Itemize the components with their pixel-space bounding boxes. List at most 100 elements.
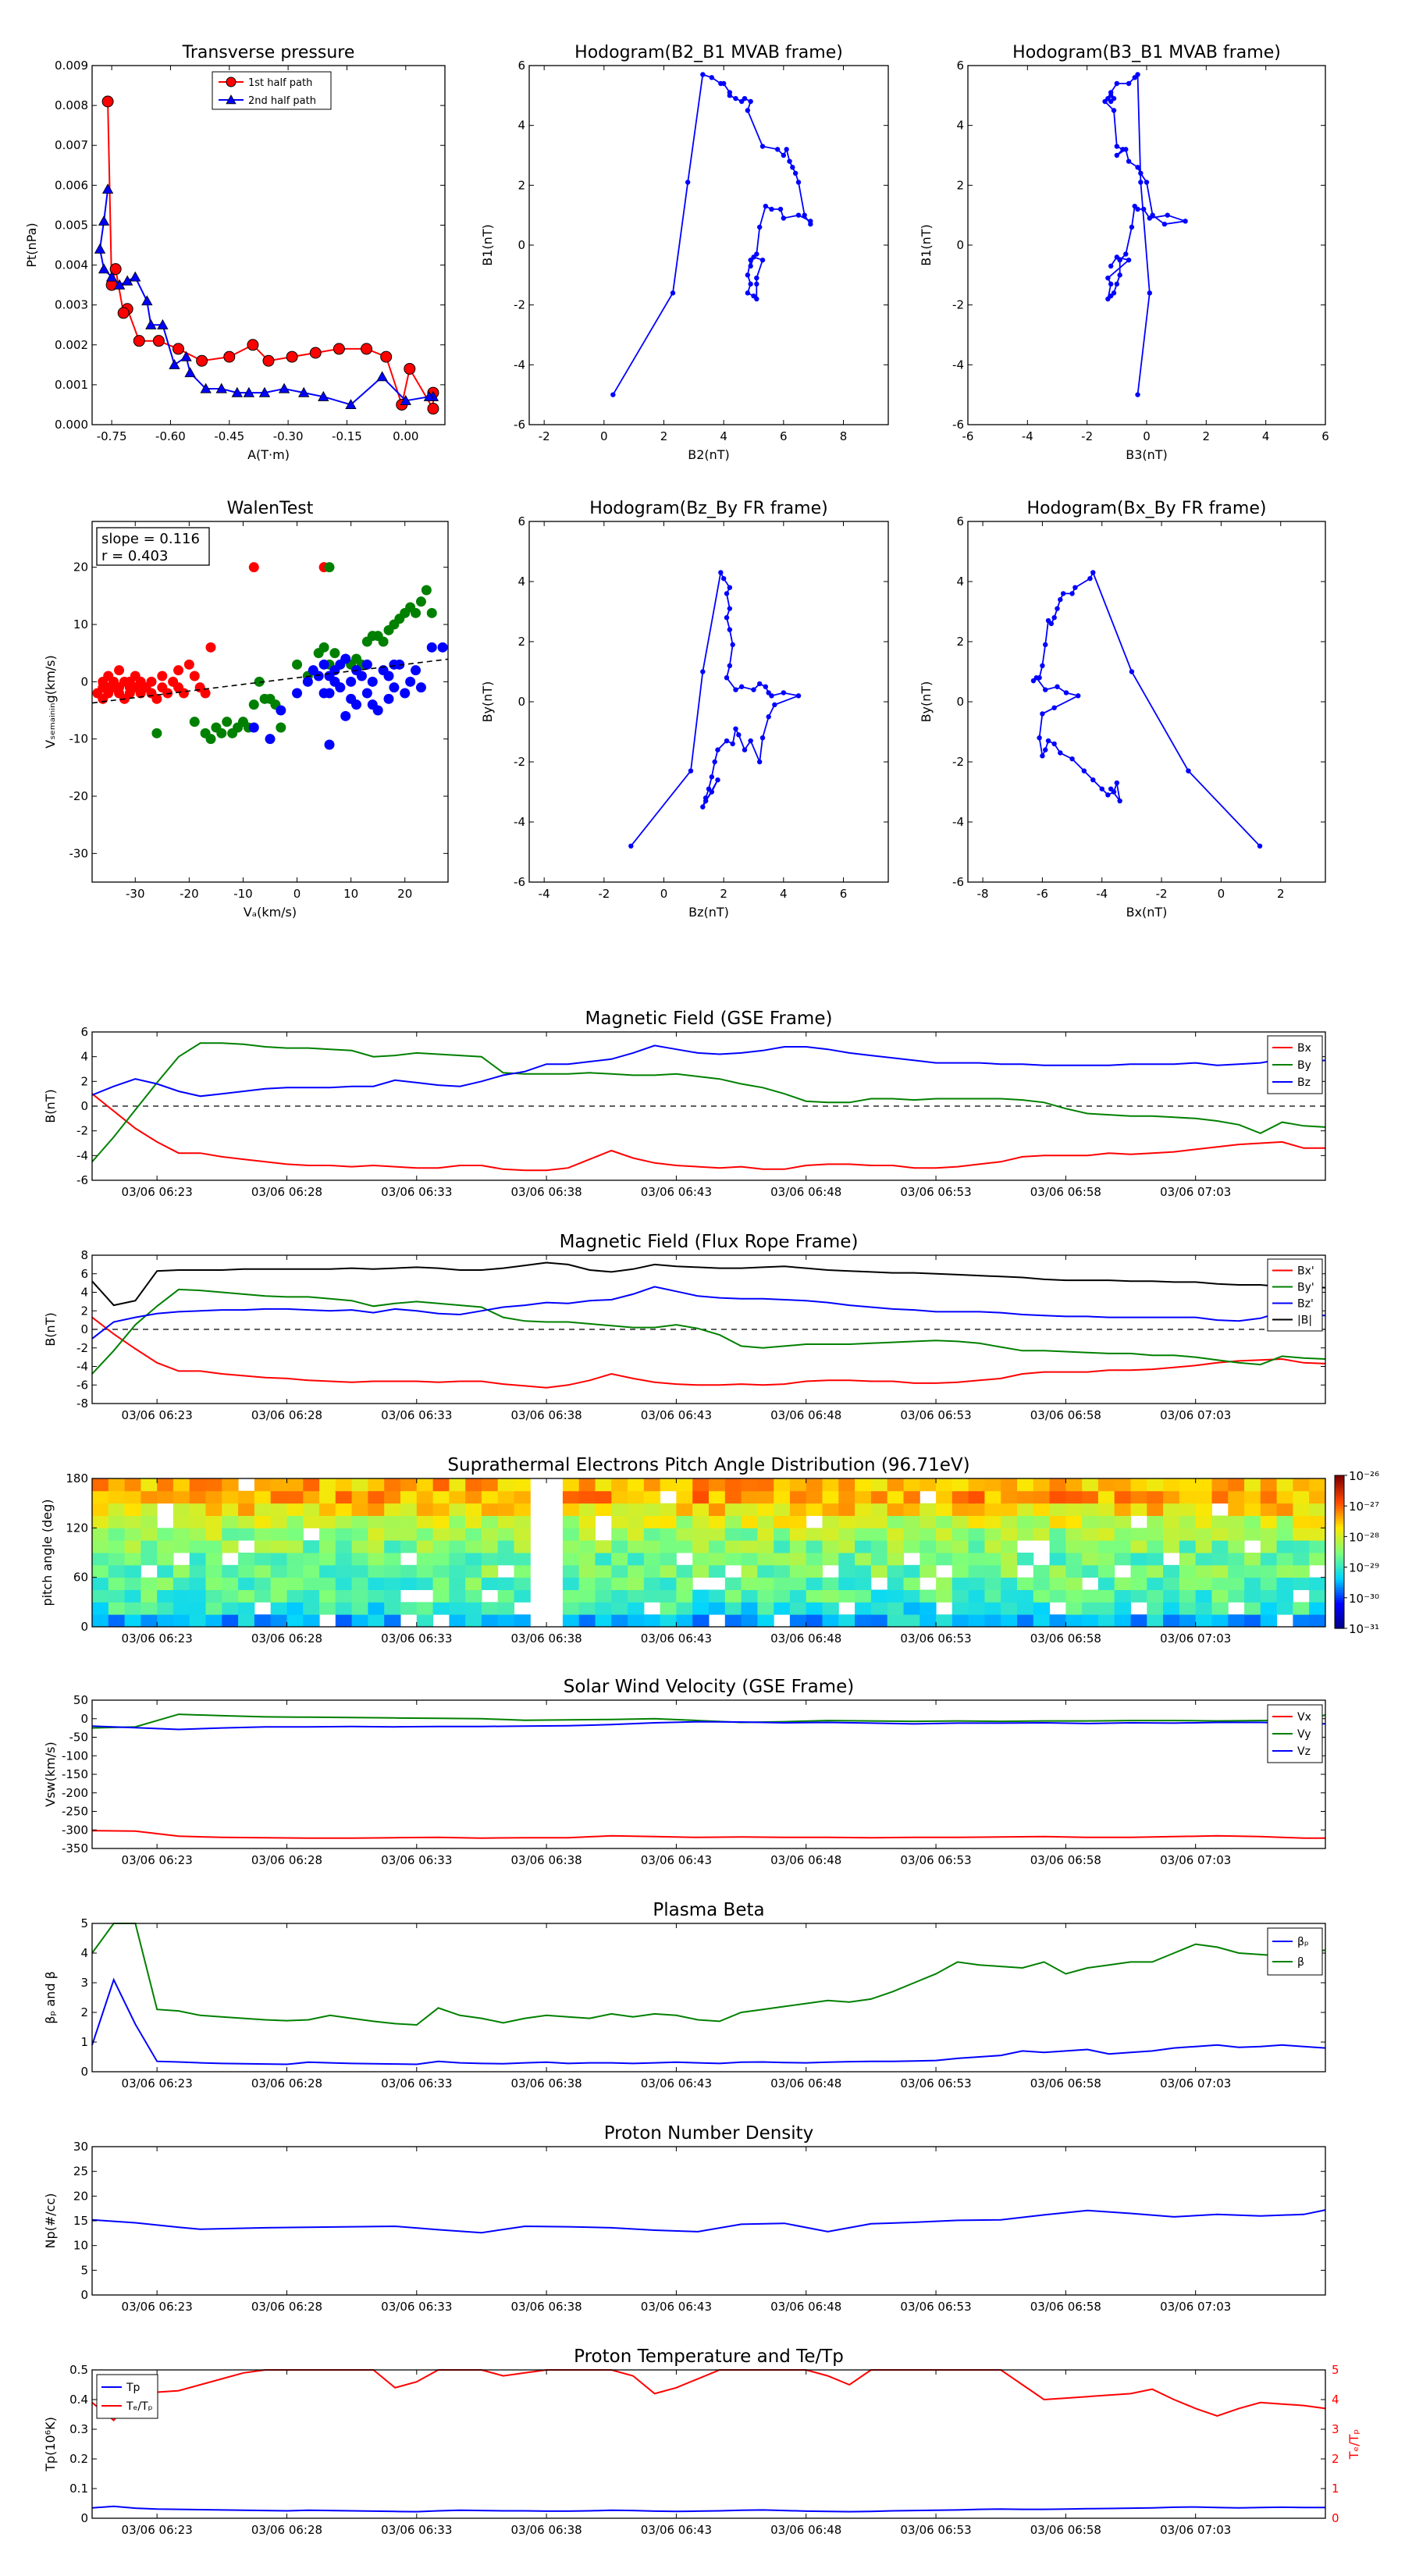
heatmap-cell — [1082, 1515, 1099, 1528]
x-tick-label: 0 — [1218, 887, 1225, 901]
chart-walen: WalenTest -30 -20 -10 0 10 20 -30 -20 -10 0 10 20 Vₐ(… — [43, 499, 449, 920]
colorbar-segment — [1335, 1482, 1344, 1486]
heatmap-cell — [692, 1490, 710, 1504]
data-point — [1161, 221, 1168, 227]
chart-title: Transverse pressure — [182, 43, 355, 62]
heatmap-cell — [1033, 1515, 1051, 1528]
colorbar-segment — [1335, 1539, 1344, 1542]
heatmap-cell — [1049, 1515, 1066, 1528]
series-line — [91, 1830, 1325, 1839]
heatmap-cell — [757, 1515, 774, 1528]
y-tick-label: 10 — [73, 617, 88, 632]
data-point — [733, 726, 738, 731]
heatmap-cell — [709, 1602, 726, 1615]
heatmap-cell — [709, 1564, 726, 1578]
x-tick-label: 03/06 06:23 — [122, 1185, 193, 1199]
heatmap-cell — [1211, 1515, 1229, 1528]
x-tick-label: -20 — [180, 887, 199, 901]
heatmap-cell — [384, 1614, 401, 1628]
y-tick-label: 30 — [73, 2140, 88, 2154]
heatmap-cell — [1065, 1553, 1083, 1566]
series-line — [91, 1977, 1326, 2065]
y-axis-label: βₚ and β — [43, 1971, 58, 2024]
y-tick-label: -30 — [69, 846, 89, 860]
heatmap-cell — [1130, 1589, 1147, 1603]
heatmap-cell — [870, 1503, 888, 1516]
data-point — [101, 95, 114, 108]
heatmap-cell — [984, 1564, 1001, 1578]
heatmap-cell — [1276, 1553, 1293, 1566]
heatmap-cell — [870, 1614, 888, 1628]
heatmap-cell — [1114, 1577, 1131, 1590]
heatmap-cell — [124, 1490, 141, 1504]
heatmap-cell — [595, 1490, 612, 1504]
heatmap-cell — [1114, 1602, 1131, 1615]
data-point — [1138, 170, 1144, 176]
chart-hodo_b2b1: Hodogram(B2_B1 MVAB frame) -6 -4 -2 0 2 4 6 -2 0 2… — [480, 43, 889, 462]
heatmap-cell — [870, 1528, 888, 1541]
heatmap-cell — [595, 1553, 612, 1566]
heatmap-cell — [303, 1577, 320, 1590]
heatmap-cell — [319, 1478, 336, 1492]
heatmap-cell — [676, 1589, 693, 1603]
heatmap-cell — [303, 1478, 320, 1492]
data-point — [1183, 219, 1188, 224]
heatmap-cell — [1260, 1515, 1278, 1528]
data-point — [748, 98, 753, 105]
data-point — [724, 738, 730, 744]
heatmap-cell — [1049, 1528, 1066, 1541]
heatmap-cell — [449, 1503, 466, 1516]
colorbar-segment — [1335, 1524, 1344, 1527]
heatmap-cell — [1309, 1478, 1326, 1492]
y-tick-label: 0 — [80, 2511, 88, 2525]
y-tick-label: -4 — [952, 358, 964, 372]
heatmap-cell — [514, 1577, 531, 1590]
heatmap-cell — [1147, 1515, 1164, 1528]
heatmap-cell — [1147, 1614, 1164, 1628]
heatmap-cell — [222, 1564, 239, 1578]
heatmap-cell — [432, 1515, 450, 1528]
heatmap-cell — [222, 1589, 239, 1603]
right-y-tick-label: 2 — [1332, 2452, 1339, 2466]
heatmap-cell — [1001, 1577, 1018, 1590]
data-point — [1147, 215, 1153, 221]
data-point — [222, 717, 233, 728]
heatmap-cell — [124, 1503, 141, 1516]
heatmap-cell — [189, 1515, 206, 1528]
heatmap-cell — [465, 1577, 482, 1590]
colorbar-segment — [1335, 1595, 1344, 1599]
data-point — [772, 702, 777, 708]
heatmap-cell — [1260, 1503, 1278, 1516]
heatmap-cell — [1244, 1490, 1261, 1504]
x-axis-label: Bz(nT) — [688, 905, 729, 920]
heatmap-cell — [757, 1540, 774, 1553]
chart-hodo_bxby: Hodogram(Bx_By FR frame) -6 -4 -2 0 2 4 6 -8 -6 -4… — [919, 499, 1326, 920]
heatmap-cell — [1065, 1564, 1083, 1578]
heatmap-cell — [984, 1515, 1001, 1528]
heatmap-cell — [92, 1503, 109, 1516]
annotation-box — [96, 527, 210, 566]
heatmap-cell — [384, 1564, 401, 1578]
data-point — [243, 386, 255, 397]
heatmap-cell — [481, 1602, 499, 1615]
heatmap-cell — [1179, 1553, 1197, 1566]
y-tick-label: -300 — [62, 1823, 88, 1837]
heatmap-cell — [351, 1515, 368, 1528]
heatmap-cell — [660, 1515, 677, 1528]
data-point — [1069, 756, 1075, 762]
x-tick-label: 03/06 06:53 — [900, 2523, 971, 2537]
data-point — [276, 705, 286, 716]
heatmap-cell — [724, 1515, 742, 1528]
heatmap-cell — [1033, 1614, 1051, 1628]
data-point — [1051, 615, 1057, 621]
heatmap-cell — [855, 1503, 872, 1516]
heatmap-cell — [1082, 1553, 1099, 1566]
heatmap-cell — [205, 1540, 222, 1553]
heatmap-cell — [919, 1528, 937, 1541]
heatmap-cell — [254, 1540, 272, 1553]
heatmap-cell — [1017, 1614, 1034, 1628]
chart-title: Proton Number Density — [604, 2123, 814, 2144]
heatmap-cell — [222, 1540, 239, 1553]
data-point — [1123, 251, 1129, 257]
heatmap-cell — [676, 1540, 693, 1553]
